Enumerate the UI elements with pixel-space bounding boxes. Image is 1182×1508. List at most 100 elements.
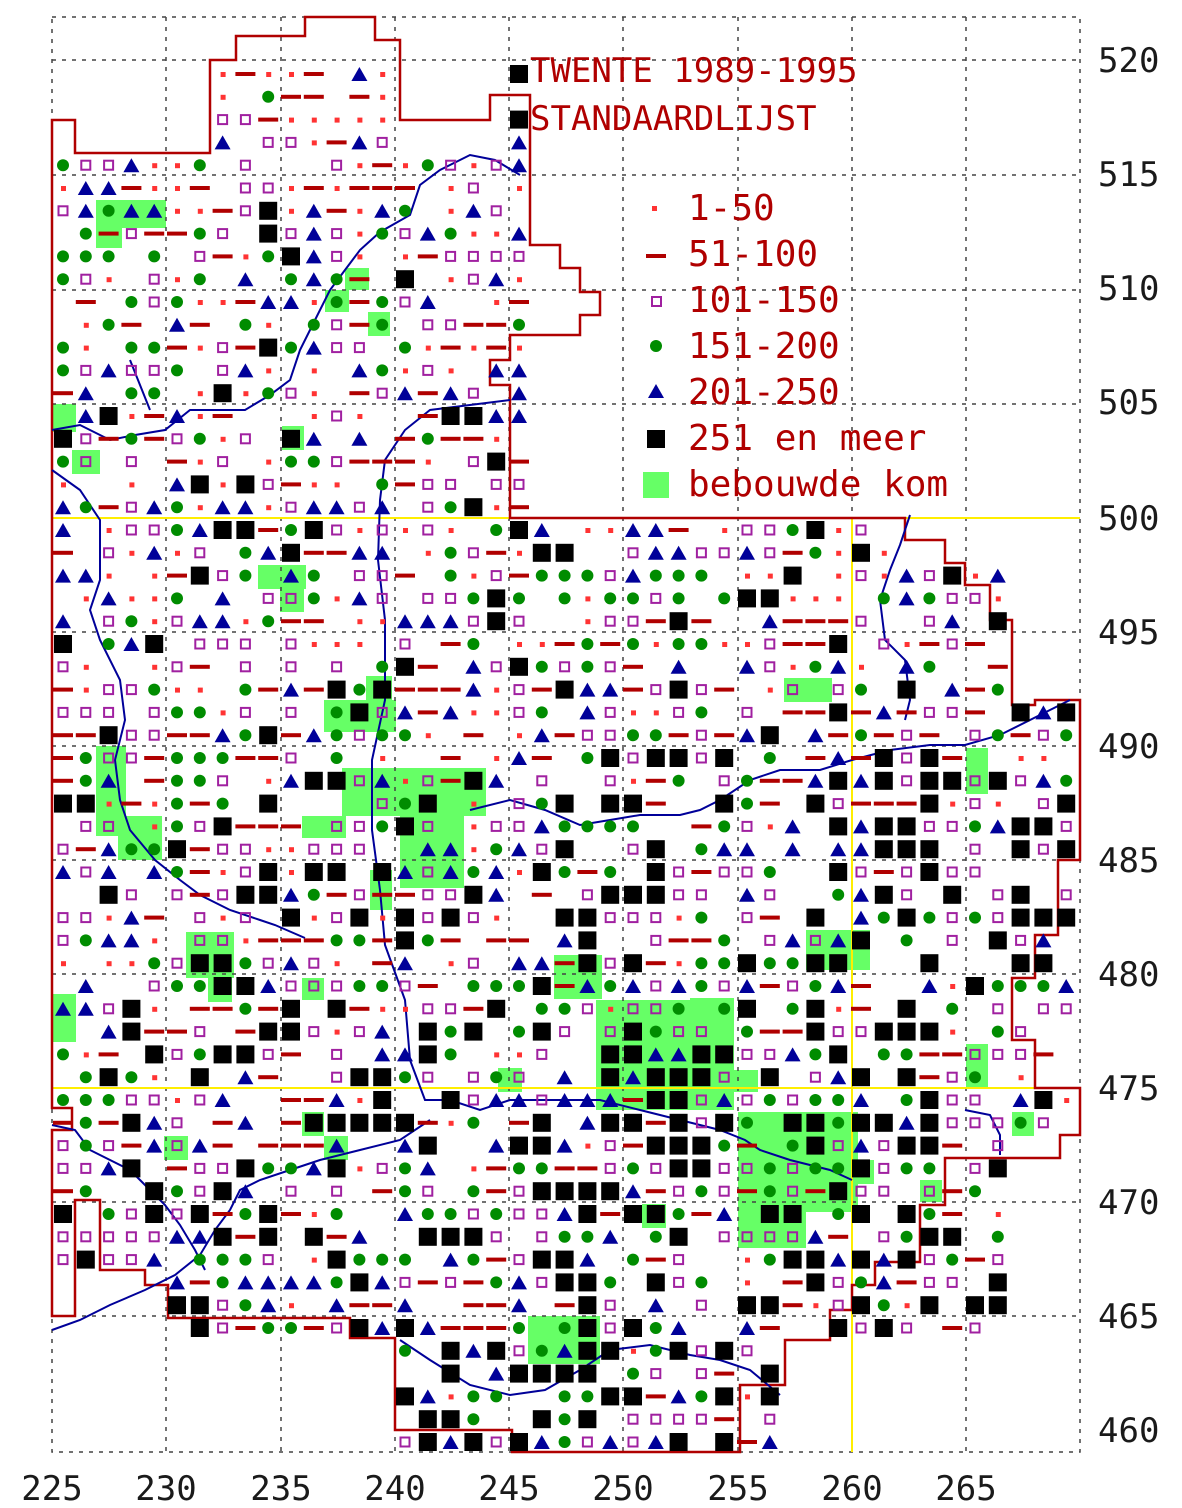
open-square-icon	[718, 866, 730, 878]
dot-icon	[220, 94, 226, 100]
open-square-icon	[969, 1162, 981, 1174]
y-tick-label: 465	[1098, 1297, 1159, 1337]
square-icon	[829, 817, 848, 836]
triangle-icon	[647, 1298, 664, 1313]
dot-icon	[1064, 1098, 1070, 1103]
dash-icon	[53, 687, 73, 692]
open-square-icon	[718, 1162, 730, 1174]
triangle-icon	[77, 568, 94, 583]
dash-icon	[782, 778, 803, 783]
open-square-icon	[331, 319, 343, 331]
open-square-icon	[855, 1026, 867, 1038]
square-icon	[624, 1205, 642, 1223]
dot-icon	[311, 368, 317, 374]
open-square-icon	[103, 615, 115, 627]
triangle-icon	[739, 728, 755, 743]
open-square-icon	[445, 1003, 457, 1015]
open-square-icon	[217, 364, 229, 376]
square-icon	[259, 224, 278, 243]
open-square-icon	[969, 798, 981, 810]
circle-icon	[718, 1002, 731, 1015]
open-square-icon	[1037, 798, 1049, 810]
dot-icon	[471, 573, 477, 579]
dash-icon	[303, 619, 324, 624]
triangle-icon	[260, 295, 277, 309]
open-square-icon	[80, 364, 92, 376]
square-icon	[168, 840, 186, 859]
open-square-icon	[787, 1162, 799, 1174]
dot-icon	[494, 756, 500, 761]
triangle-icon	[397, 1047, 413, 1062]
dot-icon	[266, 368, 272, 374]
triangle-icon	[374, 203, 391, 218]
dot-icon	[380, 1006, 386, 1012]
triangle-icon	[533, 1435, 550, 1449]
circle-icon	[490, 1208, 503, 1220]
dot-icon	[494, 436, 500, 442]
dash-icon	[235, 756, 256, 760]
square-icon	[373, 680, 392, 699]
dash-icon	[372, 938, 393, 943]
circle-icon	[946, 1253, 959, 1266]
triangle-icon	[237, 272, 254, 287]
circle-icon	[193, 227, 206, 240]
dash-icon	[417, 414, 438, 418]
open-square-icon	[217, 1322, 229, 1334]
river-west-1	[51, 469, 306, 939]
triangle-icon	[807, 728, 824, 743]
dot-icon	[790, 596, 796, 602]
circle-icon	[171, 866, 183, 878]
open-square-icon	[399, 296, 411, 308]
dash-icon	[326, 550, 347, 555]
triangle-icon	[556, 933, 573, 948]
open-square-icon	[467, 456, 479, 468]
dot-icon	[311, 482, 317, 488]
open-square-icon	[331, 1048, 343, 1060]
circle-icon	[786, 1002, 799, 1015]
circle-icon	[216, 1276, 229, 1289]
triangle-icon	[511, 363, 527, 378]
dot-icon	[311, 1257, 317, 1263]
square-icon	[259, 1205, 278, 1223]
circle-icon	[171, 524, 183, 536]
circle-icon	[969, 911, 981, 924]
square-icon	[624, 1387, 642, 1406]
dash-icon	[714, 687, 735, 692]
open-square-icon	[262, 136, 274, 148]
triangle-icon	[146, 1138, 163, 1153]
circle-icon	[421, 159, 434, 172]
circle-icon	[695, 638, 708, 650]
circle-icon	[285, 455, 297, 468]
square-icon	[646, 1068, 665, 1087]
square-icon	[464, 407, 483, 425]
square-icon	[304, 1227, 323, 1246]
circle-icon	[148, 957, 161, 970]
triangle-icon	[351, 363, 368, 378]
dot-icon	[585, 528, 591, 533]
dot-icon	[289, 186, 294, 191]
square-icon	[578, 1410, 597, 1429]
dot-icon	[881, 550, 887, 556]
dash-icon	[144, 1029, 165, 1034]
circle-icon	[193, 980, 206, 992]
dot-icon	[334, 482, 340, 488]
circle-icon	[171, 820, 183, 833]
dot-icon	[517, 870, 522, 875]
circle-icon	[1037, 980, 1050, 992]
dash-icon	[258, 117, 279, 122]
dot-icon	[653, 710, 659, 716]
open-square-icon	[467, 615, 479, 627]
open-square-icon	[992, 889, 1004, 901]
dot-icon	[676, 915, 682, 921]
circle-icon	[285, 524, 297, 536]
dash-icon	[623, 1098, 643, 1102]
dot-icon	[152, 163, 158, 169]
dash-icon	[53, 1189, 73, 1194]
dot-icon	[494, 1052, 500, 1058]
open-square-icon	[308, 980, 320, 992]
square-icon	[213, 521, 232, 539]
open-square-icon	[764, 934, 776, 946]
circle-icon	[376, 296, 389, 308]
open-square-icon	[194, 934, 206, 946]
square-icon	[874, 749, 893, 767]
